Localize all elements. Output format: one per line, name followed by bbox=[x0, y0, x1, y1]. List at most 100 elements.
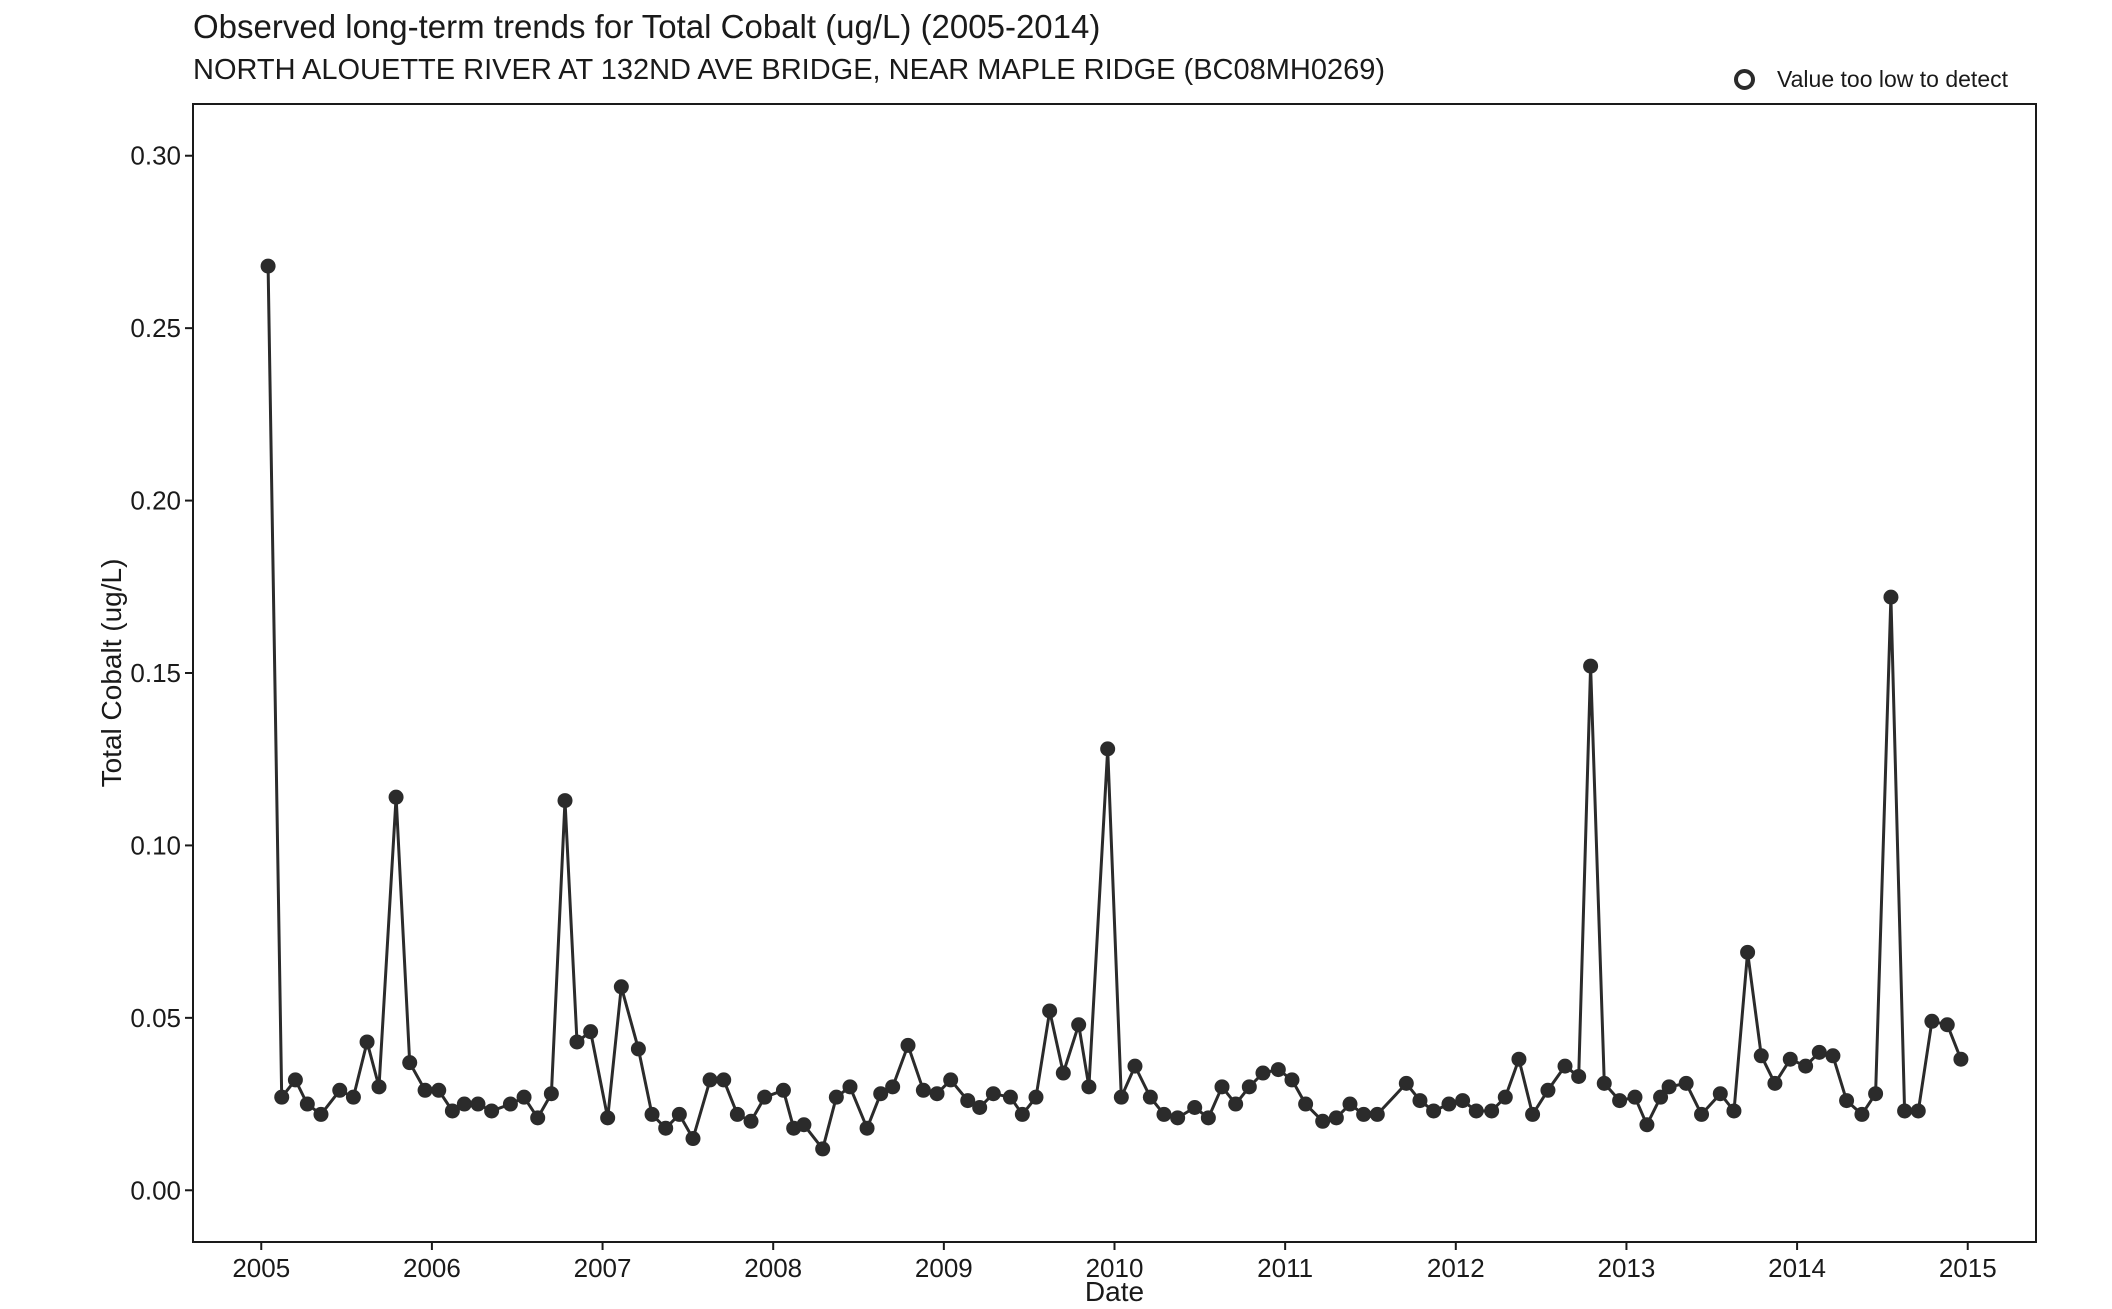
data-point bbox=[1712, 1086, 1728, 1102]
data-point bbox=[1426, 1103, 1442, 1119]
data-point bbox=[1315, 1113, 1331, 1129]
x-tick-label: 2014 bbox=[1768, 1253, 1826, 1283]
data-point bbox=[1571, 1068, 1587, 1084]
data-point bbox=[1142, 1089, 1158, 1105]
data-point bbox=[842, 1079, 858, 1095]
open-circle-icon bbox=[1734, 69, 1755, 90]
data-point bbox=[1854, 1106, 1870, 1122]
data-point bbox=[600, 1110, 616, 1126]
data-point bbox=[313, 1106, 329, 1122]
data-point bbox=[1740, 944, 1756, 960]
data-point bbox=[1055, 1065, 1071, 1081]
y-tick-label: 0.25 bbox=[130, 313, 181, 343]
data-point bbox=[1284, 1072, 1300, 1088]
data-point bbox=[1170, 1110, 1186, 1126]
data-point bbox=[583, 1024, 599, 1040]
x-tick-label: 2013 bbox=[1598, 1253, 1656, 1283]
data-point bbox=[502, 1096, 518, 1112]
data-point bbox=[557, 793, 573, 809]
data-point bbox=[613, 979, 629, 995]
data-point bbox=[1839, 1093, 1855, 1109]
data-point bbox=[1156, 1106, 1172, 1122]
data-point bbox=[1187, 1100, 1203, 1116]
data-point bbox=[658, 1120, 674, 1136]
data-point bbox=[729, 1106, 745, 1122]
data-point bbox=[1897, 1103, 1913, 1119]
data-point bbox=[1753, 1048, 1769, 1064]
data-point bbox=[1782, 1051, 1798, 1067]
data-point bbox=[1497, 1089, 1513, 1105]
y-tick-label: 0.15 bbox=[130, 658, 181, 688]
data-point bbox=[516, 1089, 532, 1105]
data-point bbox=[444, 1103, 460, 1119]
data-point bbox=[1825, 1048, 1841, 1064]
series-group bbox=[260, 258, 1969, 1157]
data-point bbox=[470, 1096, 486, 1112]
data-point bbox=[1653, 1089, 1669, 1105]
x-tick-label: 2009 bbox=[915, 1253, 973, 1283]
data-point bbox=[775, 1082, 791, 1098]
data-point bbox=[1953, 1051, 1969, 1067]
data-point bbox=[1468, 1103, 1484, 1119]
x-tick-label: 2007 bbox=[574, 1253, 632, 1283]
data-point bbox=[1910, 1103, 1926, 1119]
data-point bbox=[1455, 1093, 1471, 1109]
data-point bbox=[1241, 1079, 1257, 1095]
data-point bbox=[1811, 1044, 1827, 1060]
data-point bbox=[1583, 658, 1599, 674]
data-point bbox=[1398, 1075, 1414, 1091]
data-point bbox=[1042, 1003, 1058, 1019]
data-point bbox=[1081, 1079, 1097, 1095]
data-point bbox=[1540, 1082, 1556, 1098]
plot-panel-border bbox=[192, 103, 2037, 1243]
data-point bbox=[299, 1096, 315, 1112]
data-point bbox=[885, 1079, 901, 1095]
data-point bbox=[630, 1041, 646, 1057]
data-point bbox=[484, 1103, 500, 1119]
x-tick-label: 2011 bbox=[1257, 1253, 1313, 1283]
data-point bbox=[929, 1086, 945, 1102]
data-point bbox=[456, 1096, 472, 1112]
data-point bbox=[685, 1131, 701, 1147]
axes: 0.00 0.05 0.10 0.15 0.20 0.25 0.30 2005 2006 2007… bbox=[96, 103, 2037, 1307]
data-point bbox=[743, 1113, 759, 1129]
x-tick-label: 2015 bbox=[1939, 1253, 1997, 1283]
data-point bbox=[543, 1086, 559, 1102]
data-point bbox=[1342, 1096, 1358, 1112]
data-point bbox=[873, 1086, 889, 1102]
y-axis-label: Total Cobalt (ug/L) bbox=[96, 559, 127, 788]
x-tick-label: 2008 bbox=[744, 1253, 802, 1283]
data-point bbox=[1694, 1106, 1710, 1122]
data-point bbox=[1939, 1017, 1955, 1033]
y-tick-label: 0.20 bbox=[130, 486, 181, 516]
x-tick-label: 2006 bbox=[403, 1253, 461, 1283]
data-point bbox=[431, 1082, 447, 1098]
data-point bbox=[1014, 1106, 1030, 1122]
data-point bbox=[943, 1072, 959, 1088]
data-point bbox=[671, 1106, 687, 1122]
data-point bbox=[1661, 1079, 1677, 1095]
data-point bbox=[1678, 1075, 1694, 1091]
data-point bbox=[1028, 1089, 1044, 1105]
data-point bbox=[1002, 1089, 1018, 1105]
data-point bbox=[985, 1086, 1001, 1102]
data-point bbox=[716, 1072, 732, 1088]
data-point bbox=[1883, 589, 1899, 605]
y-tick-label: 0.05 bbox=[130, 1003, 181, 1033]
data-point bbox=[757, 1089, 773, 1105]
x-tick-label: 2005 bbox=[232, 1253, 290, 1283]
data-point bbox=[972, 1100, 988, 1116]
data-point bbox=[274, 1089, 290, 1105]
data-point bbox=[1071, 1017, 1087, 1033]
data-point bbox=[1214, 1079, 1230, 1095]
data-point bbox=[702, 1072, 718, 1088]
data-point bbox=[345, 1089, 361, 1105]
data-point bbox=[1798, 1058, 1814, 1074]
data-point bbox=[1596, 1075, 1612, 1091]
data-point bbox=[796, 1117, 812, 1133]
data-point bbox=[1726, 1103, 1742, 1119]
data-point bbox=[1511, 1051, 1527, 1067]
data-point bbox=[1767, 1075, 1783, 1091]
data-point bbox=[1127, 1058, 1143, 1074]
chart-title: Observed long-term trends for Total Coba… bbox=[193, 8, 1101, 45]
